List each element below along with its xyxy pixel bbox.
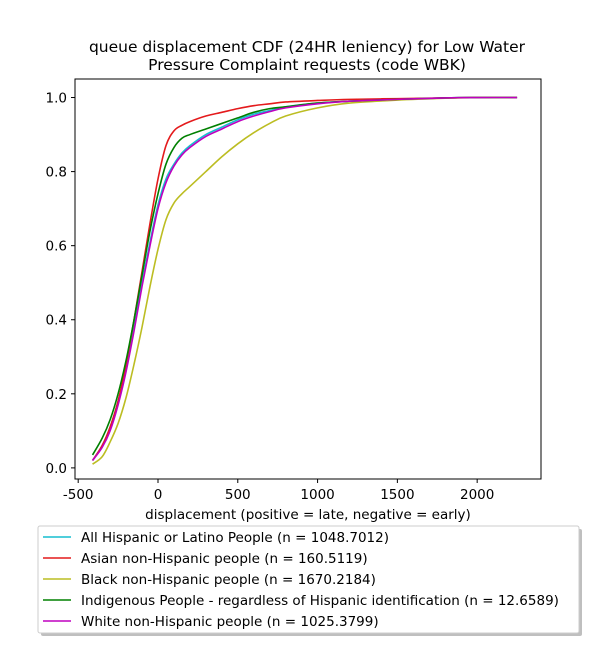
y-tick-label: 0.4 <box>46 313 67 329</box>
chart-title-line-1: queue displacement CDF (24HR leniency) f… <box>89 38 526 56</box>
legend: All Hispanic or Latino People (n = 1048.… <box>37 525 582 636</box>
y-tick-label: 0.0 <box>46 461 67 477</box>
y-axis: 0.0 0.2 0.4 0.6 0.8 1.0 <box>46 91 75 477</box>
x-tick-label: -500 <box>63 487 94 503</box>
x-tick-label: 0 <box>154 487 163 503</box>
legend-label-3: Indigenous People - regardless of Hispan… <box>81 593 559 609</box>
legend-box <box>37 525 580 634</box>
series-layer <box>91 96 518 465</box>
x-axis-label: displacement (positive = late, negative … <box>145 507 471 523</box>
legend-label-2: Black non-Hispanic people (n = 1670.2184… <box>81 572 376 588</box>
y-tick-label: 0.6 <box>46 239 67 255</box>
x-tick-label: 500 <box>225 487 251 503</box>
legend-label-4: White non-Hispanic people (n = 1025.3799… <box>81 614 379 630</box>
x-axis: -500 0 500 1000 1500 2000 <box>63 479 494 503</box>
legend-items: All Hispanic or Latino People (n = 1048.… <box>43 530 559 630</box>
y-tick-label: 1.0 <box>46 91 67 107</box>
legend-label-1: Asian non-Hispanic people (n = 160.5119) <box>81 551 368 567</box>
x-tick-label: 1500 <box>380 487 414 503</box>
series-line-2 <box>92 96 518 465</box>
series-line-4 <box>91 96 518 461</box>
y-tick-label: 0.2 <box>46 387 67 403</box>
chart-title: queue displacement CDF (24HR leniency) f… <box>89 38 526 74</box>
y-tick-label: 0.8 <box>46 165 67 181</box>
chart-title-line-2: Pressure Complaint requests (code WBK) <box>148 56 466 74</box>
plot-frame <box>74 78 542 480</box>
plot-area <box>75 79 541 479</box>
x-tick-label: 2000 <box>460 487 494 503</box>
legend-label-0: All Hispanic or Latino People (n = 1048.… <box>81 530 389 546</box>
x-tick-label: 1000 <box>300 487 334 503</box>
